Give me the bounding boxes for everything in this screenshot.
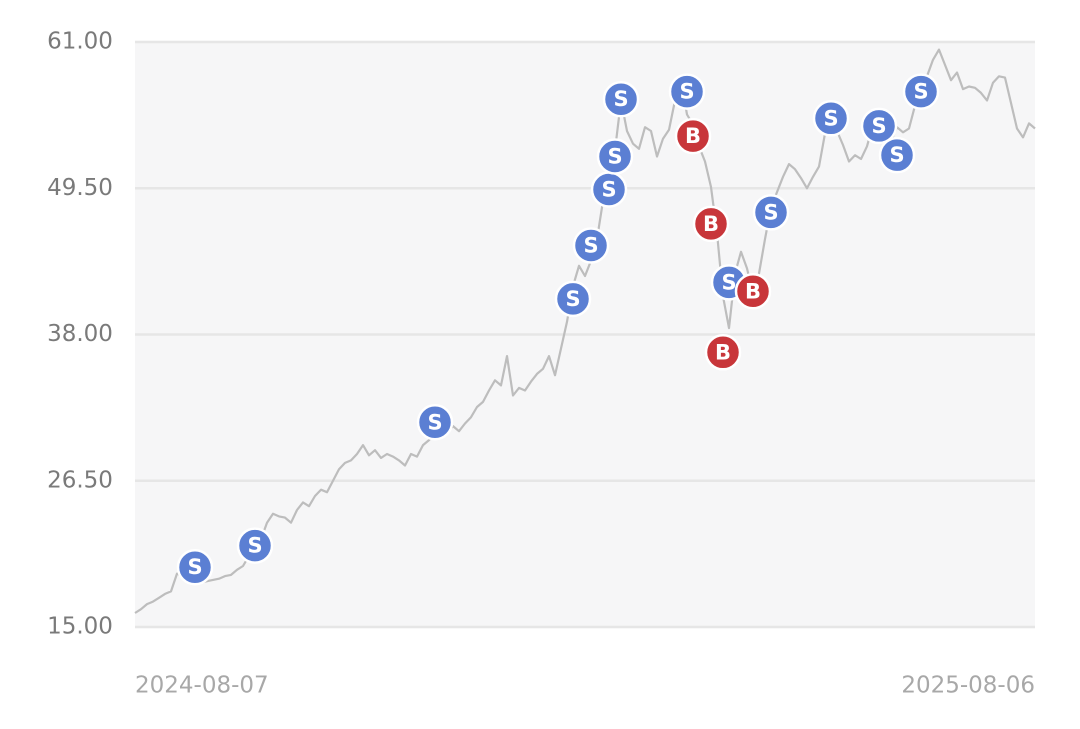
- trade-marker: S: [812, 100, 850, 137]
- trade-marker: S: [572, 227, 610, 264]
- trade-marker: S: [668, 73, 706, 110]
- marker-label: S: [613, 87, 628, 111]
- trade-marker: B: [674, 117, 712, 155]
- x-tick-label: 2025-08-06: [901, 673, 1035, 699]
- marker-dot: [416, 404, 454, 441]
- marker-label: S: [721, 270, 736, 294]
- trade-marker: S: [860, 107, 898, 145]
- trade-marker: B: [704, 334, 742, 371]
- marker-dot: [602, 80, 640, 118]
- trade-marker: B: [734, 273, 772, 310]
- marker-dot: [668, 73, 706, 110]
- trade-marker: B: [692, 205, 730, 243]
- trade-marker: S: [602, 80, 640, 118]
- marker-label: B: [685, 124, 701, 148]
- marker-dot: [554, 280, 592, 318]
- marker-label: S: [823, 106, 838, 130]
- marker-dot: [902, 73, 940, 110]
- marker-dot: [596, 138, 634, 175]
- y-tick-label: 15.00: [47, 614, 113, 640]
- trade-marker: S: [176, 548, 214, 586]
- x-tick-label: 2024-08-07: [135, 673, 269, 699]
- trade-marker: S: [590, 171, 628, 208]
- marker-label: B: [715, 340, 731, 364]
- trade-marker: S: [878, 136, 916, 174]
- y-tick-label: 38.00: [47, 321, 113, 347]
- marker-label: S: [763, 200, 778, 224]
- marker-dot: [752, 194, 790, 231]
- marker-label: B: [703, 212, 719, 236]
- y-tick-label: 61.00: [47, 29, 113, 55]
- marker-dot: [860, 107, 898, 145]
- marker-label: S: [607, 144, 622, 168]
- marker-dot: [878, 136, 916, 174]
- trade-marker: S: [596, 138, 634, 175]
- marker-label: S: [427, 410, 442, 434]
- marker-label: S: [871, 114, 886, 138]
- marker-dot: [236, 527, 274, 564]
- marker-label: S: [601, 178, 616, 202]
- trade-marker: S: [752, 194, 790, 231]
- marker-label: S: [187, 555, 202, 579]
- marker-dot: [812, 100, 850, 137]
- y-tick-label: 49.50: [47, 175, 113, 201]
- marker-label: S: [913, 80, 928, 104]
- marker-dot: [674, 117, 712, 155]
- marker-label: S: [565, 287, 580, 311]
- marker-label: S: [679, 80, 694, 104]
- trade-marker: S: [416, 404, 454, 441]
- marker-label: B: [745, 279, 761, 303]
- y-tick-label: 26.50: [47, 467, 113, 493]
- marker-dot: [176, 548, 214, 586]
- marker-label: S: [583, 233, 598, 257]
- marker-label: S: [889, 143, 904, 167]
- trade-marker: S: [902, 73, 940, 110]
- trade-marker: S: [236, 527, 274, 564]
- marker-dot: [734, 273, 772, 310]
- marker-label: S: [247, 534, 262, 558]
- trade-marker: S: [554, 280, 592, 318]
- marker-dot: [692, 205, 730, 243]
- marker-dot: [704, 334, 742, 371]
- marker-dot: [572, 227, 610, 264]
